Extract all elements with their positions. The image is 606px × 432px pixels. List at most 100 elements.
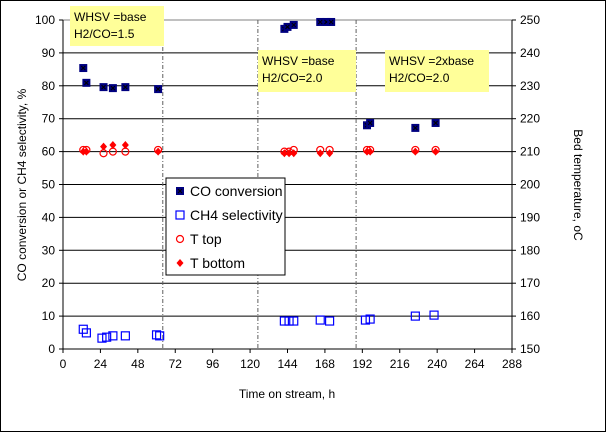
ch4-selectivity-point	[102, 332, 112, 342]
y-tick-label: 60	[42, 145, 56, 159]
x-tick-label: 24	[94, 357, 108, 371]
annotation-line: H2/CO=2.0	[262, 71, 323, 85]
ch4-selectivity-point	[315, 315, 325, 325]
annotation-line: WHSV =2xbase	[389, 54, 474, 68]
ch4-selectivity-point	[360, 315, 371, 325]
y-tick-label: 100	[35, 13, 55, 27]
co-conversion-point-cross	[155, 86, 161, 92]
ch4-selectivity-point	[410, 311, 420, 321]
t-bottom-point	[366, 147, 374, 156]
co-conversion-point-cross	[101, 84, 106, 90]
co-conversion-point-cross	[80, 65, 86, 71]
x-tick-label: 96	[206, 357, 220, 371]
t-bottom-point	[121, 141, 129, 150]
x-tick-label: 48	[131, 357, 145, 371]
x-tick-label: 72	[169, 357, 183, 371]
y2-tick-label: 230	[520, 79, 540, 93]
y-tick-label: 50	[42, 178, 56, 192]
y2-tick-label: 170	[520, 276, 540, 290]
t-bottom-point	[280, 149, 288, 158]
x-tick-label: 240	[427, 357, 447, 371]
t-bottom-point	[411, 147, 419, 156]
ch4-selectivity-point	[97, 333, 107, 343]
annotations: WHSV =base H2/CO=1.5 WHSV =base H2/CO=2.0 WH…	[70, 6, 489, 92]
data-marks	[78, 17, 440, 343]
y-tick-label: 20	[42, 276, 56, 290]
annotation-line: WHSV =base	[262, 54, 335, 68]
annotation-line: H2/CO=1.5	[74, 27, 135, 41]
ch4-selectivity-point	[365, 314, 375, 324]
t-bottom-point	[100, 142, 108, 151]
co-conversion-point-cross	[291, 22, 297, 28]
x-axis-label: Time on stream, h	[239, 387, 335, 401]
t-bottom-point	[316, 149, 324, 158]
co-conversion-point-cross	[367, 120, 373, 126]
annotation-line: H2/CO=2.0	[389, 71, 450, 85]
x-tick-label: 192	[352, 357, 372, 371]
ch4-selectivity-point	[81, 328, 91, 338]
t-bottom-point	[82, 147, 90, 156]
y-tick-label: 0	[48, 342, 55, 356]
x-tick-label: 144	[277, 357, 297, 371]
co-conversion-point-cross	[317, 19, 323, 25]
y2-tick-label: 190	[520, 210, 540, 224]
legend-marker-cross	[177, 188, 183, 194]
annotation-box	[258, 50, 356, 92]
y2-tick-label: 220	[520, 112, 540, 126]
x-tick-label: 120	[240, 357, 260, 371]
ch4-selectivity-point	[284, 316, 294, 326]
y2-tick-label: 250	[520, 13, 540, 27]
co-conversion-point-cross	[110, 85, 116, 91]
y2-tick-label: 240	[520, 46, 540, 60]
x-tick-label: 216	[390, 357, 410, 371]
y2-axis-label: Bed temperature, oC	[571, 129, 585, 241]
legend: CO conversion CH4 selectivity T top T botto…	[165, 177, 286, 276]
axes: 0 10 20 30 40 50 60 70 80 90 100 150 160 170 180 190 200…	[35, 13, 540, 371]
legend-marker	[176, 259, 184, 267]
x-tick-label: 168	[315, 357, 335, 371]
ch4-selectivity-point	[289, 316, 299, 326]
legend-marker	[175, 210, 185, 220]
y-axis-label: CO conversion or CH4 selectivity, %	[15, 88, 29, 281]
y-tick-label: 70	[42, 112, 56, 126]
co-conversion-point-cross	[123, 84, 128, 90]
ch4-selectivity-point	[151, 330, 162, 340]
t-bottom-point	[290, 149, 298, 158]
annotation-box	[385, 50, 489, 92]
y-tick-label: 80	[42, 79, 56, 93]
ch4-selectivity-point	[108, 331, 118, 341]
t-bottom-point	[285, 149, 293, 158]
y-tick-label: 10	[42, 309, 56, 323]
x-tick-label: 0	[60, 357, 67, 371]
t-bottom-point	[154, 147, 162, 156]
legend-label: T bottom	[190, 255, 245, 271]
legend-box	[165, 177, 286, 276]
t-bottom-point	[432, 147, 440, 156]
ch4-selectivity-point	[155, 331, 165, 341]
ch4-selectivity-point	[120, 331, 130, 341]
y2-tick-label: 180	[520, 243, 540, 257]
legend-label: CH4 selectivity	[190, 207, 283, 223]
t-bottom-point	[326, 149, 334, 158]
annotation-line: WHSV =base	[74, 10, 147, 24]
legend-label: CO conversion	[190, 183, 283, 199]
y-tick-label: 30	[42, 243, 56, 257]
co-conversion-point-cross	[328, 19, 334, 25]
x-tick-label: 288	[502, 357, 522, 371]
legend-marker	[175, 234, 185, 244]
co-conversion-point-cross	[412, 125, 418, 131]
annotation-box	[70, 6, 164, 46]
co-conversion-point-cross	[84, 80, 89, 86]
y-tick-label: 90	[42, 46, 56, 60]
t-bottom-point	[109, 141, 117, 150]
legend-label: T top	[190, 231, 222, 247]
t-top-point	[99, 149, 108, 158]
x-tick-label: 264	[465, 357, 485, 371]
y2-tick-label: 210	[520, 145, 540, 159]
co-conversion-point-cross	[433, 120, 438, 126]
y2-tick-label: 160	[520, 309, 540, 323]
y-tick-label: 40	[42, 210, 56, 224]
y2-tick-label: 150	[520, 342, 540, 356]
co-conversion-point-cross	[285, 24, 290, 30]
